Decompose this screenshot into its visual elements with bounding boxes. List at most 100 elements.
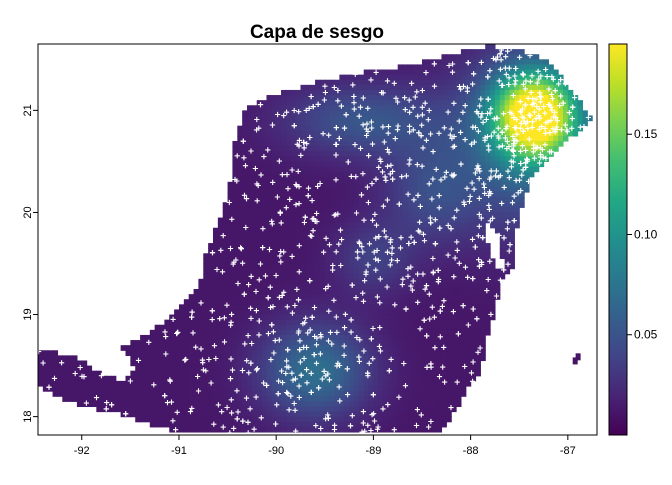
raster-cell xyxy=(387,207,394,214)
raster-cell xyxy=(528,166,535,173)
raster-cell xyxy=(247,380,253,387)
raster-cell xyxy=(446,156,452,162)
raster-cell xyxy=(441,110,447,117)
raster-cell xyxy=(203,289,209,295)
raster-cell xyxy=(431,227,438,234)
raster-cell xyxy=(446,151,452,157)
raster-cell xyxy=(237,258,243,265)
raster-cell xyxy=(217,217,224,224)
raster-cell xyxy=(324,268,331,275)
raster-cell xyxy=(266,110,272,117)
raster-cell xyxy=(490,44,496,50)
raster-cell xyxy=(446,115,452,122)
raster-cell xyxy=(436,289,443,295)
raster-cell xyxy=(485,84,491,91)
raster-cell xyxy=(378,120,384,127)
raster-cell xyxy=(368,319,374,326)
raster-cell xyxy=(222,411,229,418)
occurrence-point xyxy=(342,311,348,317)
raster-cell xyxy=(222,401,229,408)
raster-cell xyxy=(232,386,238,392)
raster-cell xyxy=(543,89,549,96)
raster-cell xyxy=(281,166,287,173)
occurrence-point xyxy=(518,148,524,154)
raster-cell xyxy=(499,74,506,81)
raster-cell xyxy=(383,406,389,413)
raster-cell xyxy=(266,125,272,132)
raster-cell xyxy=(422,294,428,300)
raster-cell xyxy=(412,324,418,331)
raster-cell xyxy=(169,365,175,372)
raster-cell xyxy=(363,212,370,219)
raster-cell xyxy=(494,268,501,275)
raster-cell xyxy=(96,396,102,402)
raster-cell xyxy=(329,360,336,367)
raster-cell xyxy=(334,345,340,351)
raster-cell xyxy=(519,176,525,183)
raster-cell xyxy=(485,243,491,249)
raster-cell xyxy=(441,79,447,86)
raster-cell xyxy=(271,115,277,122)
raster-cell xyxy=(300,176,306,183)
raster-cell xyxy=(475,54,481,60)
raster-cell xyxy=(329,345,336,351)
raster-cell xyxy=(237,294,243,300)
raster-cell xyxy=(290,192,297,198)
raster-cell xyxy=(373,360,379,367)
raster-cell xyxy=(251,146,258,152)
raster-cell xyxy=(470,299,477,305)
raster-cell xyxy=(392,74,399,81)
raster-cell xyxy=(480,273,486,280)
occurrence-point xyxy=(406,97,412,103)
raster-cell xyxy=(353,309,360,316)
raster-cell xyxy=(412,100,418,106)
raster-cell xyxy=(334,237,340,244)
raster-cell xyxy=(524,79,530,86)
raster-cell xyxy=(475,186,481,193)
raster-cell xyxy=(290,304,297,311)
raster-cell xyxy=(276,309,282,316)
raster-cell xyxy=(470,161,477,168)
raster-cell xyxy=(130,380,136,387)
raster-cell xyxy=(436,253,443,259)
raster-cell xyxy=(305,237,311,244)
raster-cell xyxy=(373,120,379,127)
raster-cell xyxy=(212,329,219,336)
raster-cell xyxy=(441,237,447,244)
raster-cell xyxy=(247,324,253,331)
raster-cell xyxy=(222,350,229,356)
raster-cell xyxy=(373,324,379,331)
raster-cell xyxy=(349,324,355,331)
raster-cell xyxy=(451,120,457,127)
raster-cell xyxy=(417,278,423,285)
raster-cell xyxy=(451,166,457,173)
occurrence-point xyxy=(218,247,224,253)
raster-cell xyxy=(281,304,287,311)
raster-cell xyxy=(402,370,409,377)
raster-cell xyxy=(475,105,481,111)
raster-cell xyxy=(363,84,370,91)
raster-cell xyxy=(140,355,146,362)
occurrence-point xyxy=(391,427,397,433)
raster-cell xyxy=(247,243,253,249)
raster-cell xyxy=(353,386,360,392)
raster-cell xyxy=(577,105,584,111)
raster-cell xyxy=(178,350,185,356)
raster-cell xyxy=(456,69,462,76)
raster-cell xyxy=(217,294,224,300)
raster-cell xyxy=(159,391,165,397)
occurrence-point xyxy=(284,172,290,178)
raster-cell xyxy=(319,89,326,96)
raster-cell xyxy=(363,192,370,198)
raster-cell xyxy=(514,79,520,86)
occurrence-point xyxy=(534,80,540,86)
raster-cell xyxy=(407,268,413,275)
raster-cell xyxy=(480,74,486,81)
raster-cell xyxy=(276,171,282,178)
raster-cell xyxy=(86,375,93,382)
raster-cell xyxy=(349,365,355,372)
raster-cell xyxy=(242,386,248,392)
raster-cell xyxy=(494,110,501,117)
raster-cell xyxy=(504,212,511,219)
raster-cell xyxy=(451,95,457,101)
